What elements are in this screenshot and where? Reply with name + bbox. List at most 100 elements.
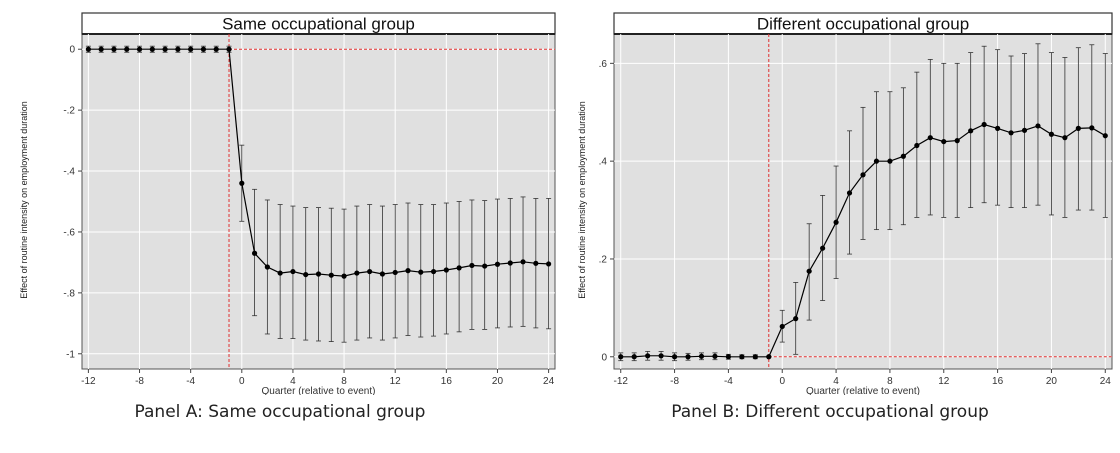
- data-point: [124, 46, 130, 52]
- data-point: [482, 263, 488, 269]
- x-tick-label: 4: [833, 376, 839, 387]
- y-tick-label: -.6: [63, 227, 75, 238]
- x-tick-label: -8: [670, 376, 679, 387]
- data-point: [766, 354, 772, 360]
- data-point: [994, 125, 1001, 131]
- x-tick-label: 16: [441, 376, 453, 387]
- data-point: [443, 267, 449, 273]
- data-point: [954, 138, 960, 144]
- chart-title: Same occupational group: [222, 15, 415, 34]
- data-point: [239, 180, 245, 186]
- x-tick-label: 0: [239, 376, 245, 387]
- data-point: [914, 142, 920, 149]
- data-point: [820, 245, 826, 251]
- data-point: [1075, 125, 1081, 131]
- data-point: [900, 153, 906, 159]
- data-point: [200, 46, 207, 52]
- data-point: [430, 268, 437, 275]
- panel-b-chart: Different occupational group -12 -8 -4 0 4 8 12…: [560, 0, 1120, 395]
- data-point: [1035, 123, 1041, 129]
- data-point: [226, 46, 232, 52]
- data-point: [136, 46, 143, 52]
- data-point: [631, 354, 637, 360]
- data-point: [1062, 135, 1068, 141]
- y-tick-label: .2: [599, 254, 608, 265]
- data-point: [367, 268, 373, 275]
- x-tick-label: 12: [390, 376, 402, 387]
- data-point: [379, 271, 386, 277]
- data-point: [392, 269, 398, 276]
- data-point: [846, 190, 853, 196]
- data-point: [739, 354, 745, 360]
- data-point: [658, 353, 664, 359]
- x-axis-label: Quarter (relative to event): [806, 386, 920, 395]
- data-point: [188, 46, 194, 52]
- data-point: [111, 46, 117, 52]
- x-tick-label: 20: [492, 376, 504, 387]
- x-tick-label: 20: [1046, 376, 1058, 387]
- data-point: [712, 353, 718, 359]
- data-point: [941, 138, 947, 145]
- data-point: [546, 261, 552, 267]
- x-tick-label: -12: [81, 376, 96, 387]
- data-point: [968, 128, 974, 134]
- data-point: [405, 268, 411, 274]
- data-point: [671, 354, 678, 360]
- panel-b-svg: Different occupational group -12 -8 -4 0 4 8 12…: [577, 12, 1113, 395]
- x-tick-label: 0: [779, 376, 785, 387]
- data-point: [354, 270, 360, 276]
- data-point: [418, 269, 424, 275]
- data-point: [98, 46, 104, 52]
- x-tick-label: -4: [724, 376, 733, 387]
- data-point: [698, 353, 705, 359]
- x-tick-label: -4: [186, 376, 195, 387]
- y-tick-label: .6: [599, 59, 608, 70]
- data-point: [873, 158, 880, 164]
- data-point: [213, 46, 219, 52]
- y-tick-label: -.2: [63, 106, 75, 117]
- x-tick-label: 24: [543, 376, 555, 387]
- y-tick-label: -.8: [63, 288, 75, 299]
- data-point: [520, 259, 526, 265]
- data-point: [833, 219, 839, 225]
- data-point: [507, 260, 513, 266]
- data-point: [779, 323, 785, 330]
- x-tick-label: 24: [1100, 376, 1112, 387]
- data-point: [981, 121, 987, 128]
- data-point: [341, 273, 347, 279]
- y-tick-label: -1: [66, 349, 75, 360]
- x-tick-label: 8: [887, 376, 893, 387]
- data-point: [290, 268, 296, 275]
- y-tick-label: .4: [599, 157, 608, 168]
- data-point: [685, 354, 691, 360]
- data-point: [149, 46, 155, 52]
- data-point: [85, 46, 91, 52]
- x-tick-label: 8: [341, 376, 347, 387]
- data-point: [725, 354, 732, 360]
- data-point: [303, 271, 309, 278]
- panel-a-svg: Same occupational group -12 -8 -4 0 4 8 12 16 20 2…: [19, 12, 556, 395]
- x-tick-label: -8: [135, 376, 144, 387]
- data-point: [618, 354, 624, 360]
- data-point: [162, 46, 168, 52]
- data-point: [315, 271, 322, 277]
- data-point: [251, 250, 258, 256]
- panel-b-caption: Panel B: Different occupational group: [671, 402, 989, 422]
- data-point: [806, 268, 812, 274]
- data-point: [1048, 131, 1055, 137]
- y-tick-label: 0: [69, 45, 75, 56]
- data-point: [645, 353, 651, 359]
- x-axis-label: Quarter (relative to event): [262, 386, 376, 395]
- chart-title: Different occupational group: [757, 15, 969, 34]
- y-tick-label: 0: [601, 352, 607, 363]
- data-point: [494, 261, 501, 267]
- y-tick-label: -.4: [63, 167, 75, 178]
- data-point: [469, 262, 475, 269]
- data-point: [1089, 125, 1095, 131]
- data-point: [328, 272, 334, 278]
- x-tick-label: 16: [992, 376, 1004, 387]
- panel-a-chart: Same occupational group -12 -8 -4 0 4 8 12 16 20 2…: [0, 0, 560, 395]
- data-point: [277, 270, 283, 276]
- data-point: [1021, 127, 1028, 133]
- data-point: [1008, 130, 1014, 136]
